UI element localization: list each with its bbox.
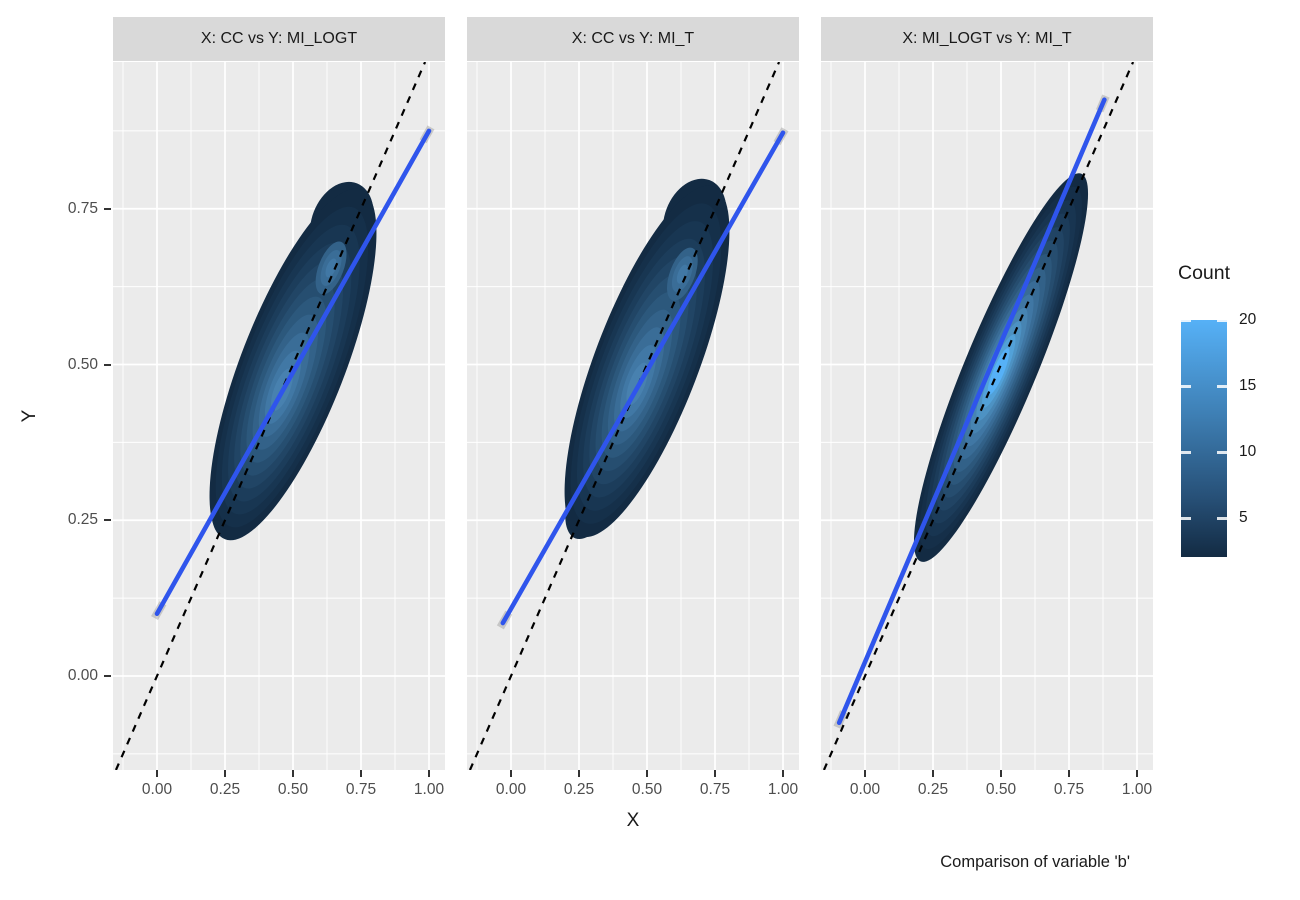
x-tick-mark [864,770,866,777]
legend-bar-tick [1181,384,1191,388]
identity-dashed-line [114,62,427,770]
x-tick-mark [292,770,294,777]
y-tick-mark [104,519,111,522]
x-tick-mark [1000,770,1002,777]
legend-bar-tick [1181,318,1191,322]
facet-strip-label: X: MI_LOGT vs Y: MI_T [902,30,1072,47]
x-tick-label: 0.00 [849,781,881,798]
legend-tick-label: 15 [1239,377,1257,395]
y-axis-title: Y [19,409,40,423]
y-tick-mark [104,363,111,366]
facet-strip-2: X: CC vs Y: MI_T [467,17,799,61]
x-tick-label: 0.00 [141,781,173,798]
facet-strip-1: X: CC vs Y: MI_LOGT [113,17,445,61]
facet-panel-1 [113,62,445,770]
y-tick-label: 0.25 [67,511,98,529]
x-tick-label: 0.00 [495,781,527,798]
x-tick-mark [510,770,512,777]
x-tick-label: 1.00 [767,781,799,798]
smooth-regression-line [836,97,1107,726]
caption: Comparison of variable 'b' [940,853,1130,871]
x-tick-label: 1.00 [1121,781,1153,798]
x-tick-mark [782,770,784,777]
smooth-regression-line [154,128,432,617]
x-tick-label: 0.75 [699,781,731,798]
facet-panel-3 [821,62,1153,770]
facet-panel-2 [467,62,799,770]
legend-tick-label: 10 [1239,443,1257,461]
x-tick-label: 0.75 [345,781,377,798]
legend-bar-tick [1181,450,1191,454]
x-tick-mark [428,770,430,777]
identity-dashed-line [822,62,1135,770]
x-tick-mark [646,770,648,777]
smooth-regression-line [500,130,786,626]
legend-bar-tick [1217,450,1227,454]
legend-title: Count [1178,262,1231,284]
y-tick-label: 0.75 [67,199,98,217]
x-tick-mark [932,770,934,777]
y-tick-mark [104,207,111,210]
facet-strip-label: X: CC vs Y: MI_LOGT [200,30,358,47]
facet-strip-label: X: CC vs Y: MI_T [571,30,695,47]
x-tick-label: 0.50 [985,781,1017,798]
x-tick-label: 1.00 [413,781,445,798]
x-axis-title: X [626,810,640,831]
x-tick-label: 0.50 [277,781,309,798]
legend-bar-tick [1181,516,1191,520]
legend-tick-label: 5 [1239,509,1248,527]
y-tick-mark [104,675,111,677]
y-tick-label: 0.00 [67,667,98,684]
identity-dashed-line [468,62,781,770]
x-tick-label: 0.75 [1053,781,1085,798]
x-tick-label: 0.25 [209,781,241,798]
contour-band-secondary [676,264,688,284]
x-tick-mark [714,770,716,777]
x-tick-label: 0.25 [563,781,595,798]
x-tick-label: 0.50 [631,781,663,798]
x-tick-mark [1068,770,1070,777]
legend-bar-tick [1217,516,1227,520]
legend-bar-tick [1217,318,1227,322]
legend-tick-label: 20 [1239,311,1257,328]
y-tick-label: 0.50 [67,355,98,373]
x-tick-mark [360,770,362,777]
x-tick-label: 0.25 [917,781,949,798]
facet-strip-3: X: MI_LOGT vs Y: MI_T [821,17,1153,61]
x-tick-mark [156,770,158,777]
legend-bar-tick [1217,384,1227,388]
x-tick-mark [1136,770,1138,777]
x-tick-mark [578,770,580,777]
x-tick-mark [224,770,226,777]
contour-band-secondary [325,258,337,278]
legend-colorbar [1181,320,1227,557]
